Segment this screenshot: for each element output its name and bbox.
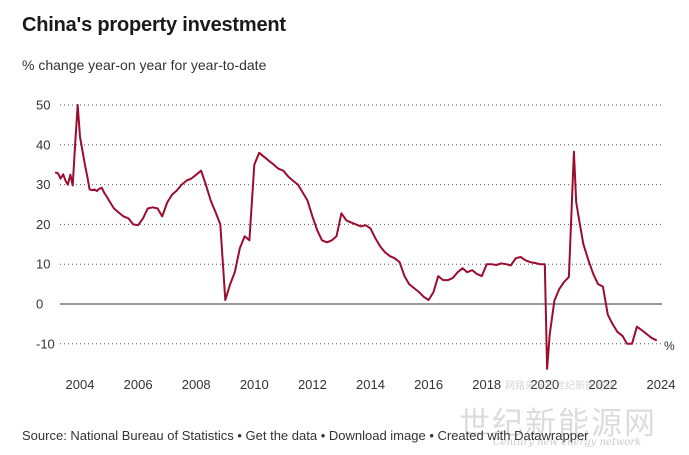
watermark-text: 世纪新能源网 bbox=[459, 406, 657, 442]
y-tick-label: 40 bbox=[36, 137, 50, 152]
y-tick-label: 20 bbox=[36, 217, 50, 232]
y-tick-label: 10 bbox=[36, 257, 50, 272]
chart-title: China's property investment bbox=[22, 14, 286, 36]
y-axis-ticks: 50 40 30 20 10 0 -10 bbox=[36, 98, 55, 352]
source-text: Source: National Bureau of Statistics bbox=[22, 428, 234, 443]
watermark-subtext: Century new energy network bbox=[493, 437, 642, 448]
y-unit-label: % bbox=[664, 339, 675, 353]
created-with-link[interactable]: Created with Datawrapper bbox=[437, 428, 589, 443]
footer-separator: • bbox=[233, 428, 246, 443]
x-tick-label: 2024 bbox=[647, 377, 676, 392]
chart-subtitle: % change year-on year for year-to-date bbox=[22, 57, 267, 73]
x-tick-label: 2018 bbox=[472, 377, 501, 392]
x-tick-label: 2010 bbox=[240, 377, 269, 392]
y-tick-label: -10 bbox=[36, 336, 55, 351]
x-tick-label: 2008 bbox=[182, 377, 211, 392]
x-tick-label: 2014 bbox=[356, 377, 385, 392]
y-tick-label: 50 bbox=[36, 98, 50, 113]
download-image-link[interactable]: Download image bbox=[328, 428, 426, 443]
series-line bbox=[54, 104, 658, 370]
x-tick-label: 2012 bbox=[298, 377, 327, 392]
x-tick-label: 2016 bbox=[414, 377, 443, 392]
y-tick-label: 30 bbox=[36, 177, 50, 192]
y-tick-label: 0 bbox=[36, 297, 43, 312]
get-data-link[interactable]: Get the data bbox=[245, 428, 318, 443]
gridlines bbox=[60, 104, 662, 345]
x-tick-label: 2022 bbox=[588, 377, 617, 392]
x-tick-label: 2020 bbox=[530, 377, 559, 392]
x-axis-ticks: 2004 2006 2008 2010 2012 2014 2016 2018 2020 2022… bbox=[66, 377, 676, 392]
x-tick-label: 2006 bbox=[124, 377, 153, 392]
series-layer bbox=[54, 104, 658, 370]
footer-separator: • bbox=[317, 428, 329, 443]
footer-separator: • bbox=[425, 428, 438, 443]
x-tick-label: 2004 bbox=[66, 377, 95, 392]
footer: Source: National Bureau of Statistics • … bbox=[22, 428, 589, 443]
watermark-small-text: 网路来源与世纪新能源网 bbox=[505, 381, 615, 392]
